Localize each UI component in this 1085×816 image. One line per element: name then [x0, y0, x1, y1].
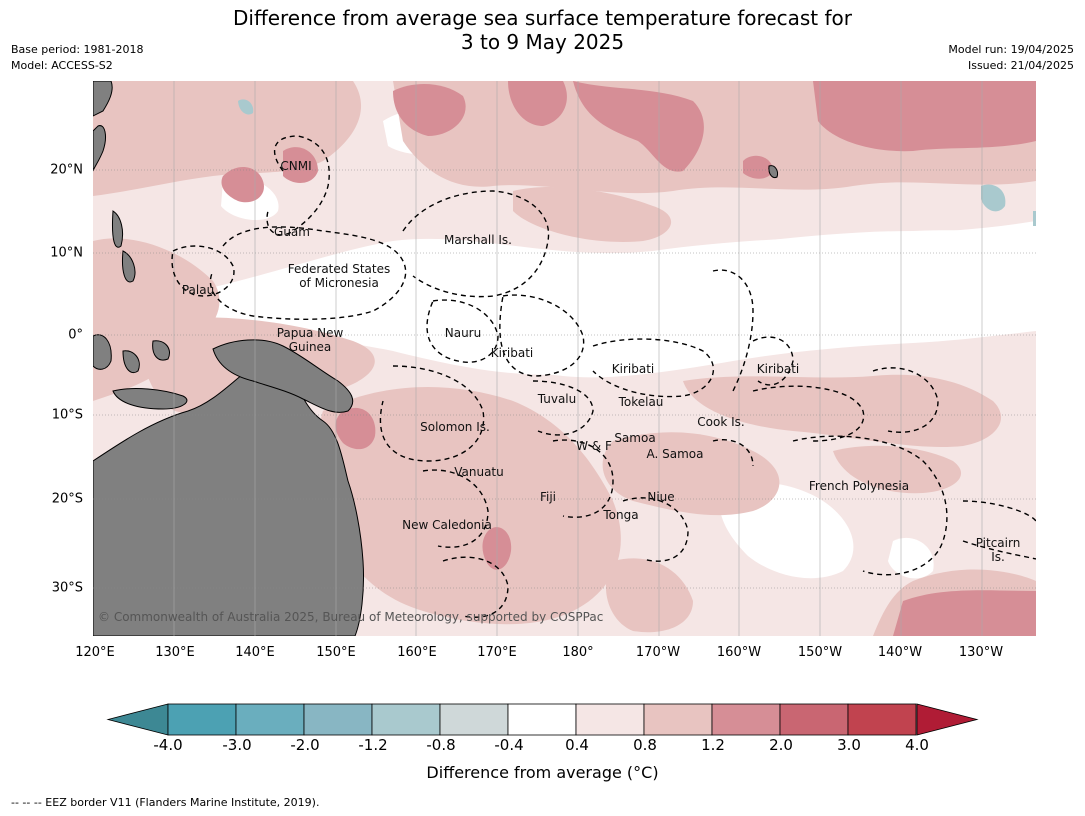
colorbar-extend-low: [106, 703, 169, 736]
colorbar-tick-label: -2.0: [290, 736, 320, 754]
colorbar-tick-label: 0.8: [633, 736, 657, 754]
lat-label: 20°N: [50, 162, 83, 178]
colorbar-tick-label: 4.0: [905, 736, 929, 754]
lon-label: 130°E: [155, 645, 195, 660]
lon-label: 150°E: [316, 645, 356, 660]
colorbar-tick-label: -0.8: [426, 736, 456, 754]
colorbar-segment: [371, 703, 441, 736]
philippines-landmass: [93, 81, 136, 283]
lon-label: 180°: [562, 645, 594, 660]
region-label-fsm-2: of Micronesia: [299, 276, 379, 290]
colorbar-tick-label: -4.0: [153, 736, 183, 754]
region-label-cook: Cook Is.: [697, 415, 744, 429]
meta-left: Base period: 1981-2018 Model: ACCESS-S2: [11, 42, 143, 74]
colorbar-segments: [167, 703, 917, 736]
region-label-fsm-1: Federated States: [288, 262, 390, 276]
region-label-vanuatu: Vanuatu: [454, 465, 504, 479]
issued-date: Issued: 21/04/2025: [967, 59, 1074, 72]
eez-borders: [171, 135, 1036, 618]
colorbar-segment: [507, 703, 577, 736]
lon-label: 150°W: [797, 645, 843, 660]
colorbar-segment: [779, 703, 849, 736]
region-label-tokelau: Tokelau: [618, 395, 664, 409]
anomaly-negative: [238, 99, 1036, 226]
region-label-png-2: Guinea: [289, 340, 332, 354]
region-label-fiji: Fiji: [540, 490, 556, 504]
colorbar-segment: [167, 703, 237, 736]
lat-label: 10°S: [51, 407, 83, 423]
colorbar-segment: [643, 703, 713, 736]
region-label-tuvalu: Tuvalu: [537, 392, 577, 406]
model-name: Model: ACCESS-S2: [11, 59, 113, 72]
base-period: Base period: 1981-2018: [11, 43, 144, 56]
region-label-solomon: Solomon Is.: [420, 420, 490, 434]
colorbar-tick-label: -3.0: [222, 736, 252, 754]
new-guinea-landmass: [212, 339, 354, 413]
region-label-tonga: Tonga: [602, 508, 638, 522]
region-label-asamoa: A. Samoa: [647, 447, 704, 461]
lon-label: 170°W: [635, 645, 681, 660]
title-line-2: 3 to 9 May 2025: [460, 30, 625, 54]
colorbar-tick-label: -0.4: [494, 736, 524, 754]
graticule: [93, 169, 1036, 589]
region-label-niue: Niue: [647, 490, 674, 504]
lon-label: 130°W: [958, 645, 1004, 660]
eez-footnote: -- -- -- EEZ border V11 (Flanders Marine…: [11, 796, 320, 809]
region-label-french-polynesia: French Polynesia: [809, 479, 909, 493]
model-run: Model run: 19/04/2025: [948, 43, 1074, 56]
region-label-nauru: Nauru: [445, 326, 481, 340]
indonesia-landmass: [93, 334, 188, 410]
region-label-new-caledonia: New Caledonia: [402, 518, 492, 532]
hawaii-landmass: [768, 165, 778, 178]
colorbar-title: Difference from average (°C): [426, 763, 659, 782]
map-title: Difference from average sea surface temp…: [0, 6, 1085, 54]
lon-label: 140°W: [877, 645, 923, 660]
region-label-palau: Palau: [182, 283, 214, 297]
region-label-cnmi: CNMI: [280, 159, 311, 173]
colorbar-segment: [303, 703, 373, 736]
region-label-wf: W & F: [576, 439, 612, 453]
colorbar-segment: [847, 703, 917, 736]
australia-landmass: [93, 356, 364, 636]
region-label-kiribati-east: Kiribati: [757, 362, 799, 376]
lon-label: 120°E: [75, 645, 115, 660]
colorbar-segment: [575, 703, 645, 736]
colorbar-segment: [711, 703, 781, 736]
lat-label: 30°S: [51, 580, 83, 596]
lat-label: 20°S: [51, 491, 83, 507]
colorbar-tick-label: 0.4: [565, 736, 589, 754]
region-label-kiribati-west: Kiribati: [491, 346, 533, 360]
region-label-png-1: Papua New: [277, 326, 344, 340]
lon-label: 140°E: [235, 645, 275, 660]
lat-label: 0°: [68, 327, 83, 343]
region-label-samoa: Samoa: [614, 431, 655, 445]
sst-anomaly-map: CNMI Guam Marshall Is. Federated States …: [93, 81, 1036, 636]
region-label-pitcairn-1: Pitcairn: [976, 536, 1021, 550]
region-label-pitcairn-2: Is.: [991, 550, 1005, 564]
lon-label: 170°E: [477, 645, 517, 660]
colorbar: [106, 703, 979, 736]
region-label-kiribati-central: Kiribati: [612, 362, 654, 376]
colorbar-tick-label: 1.2: [701, 736, 725, 754]
lat-label: 10°N: [50, 245, 83, 261]
colorbar-tick-label: 2.0: [769, 736, 793, 754]
title-line-1: Difference from average sea surface temp…: [232, 6, 852, 30]
meta-right: Model run: 19/04/2025 Issued: 21/04/2025: [948, 42, 1074, 74]
colorbar-segment: [235, 703, 305, 736]
copyright-notice: © Commonwealth of Australia 2025, Bureau…: [98, 610, 603, 624]
region-label-marshall: Marshall Is.: [444, 233, 512, 247]
meridians: [173, 81, 983, 636]
colorbar-tick-label: -1.2: [358, 736, 388, 754]
lon-label: 160°W: [716, 645, 762, 660]
lon-label: 160°E: [397, 645, 437, 660]
colorbar-segment: [439, 703, 509, 736]
colorbar-extend-high: [916, 703, 979, 736]
anomaly-1.2-2.0: [113, 81, 1036, 636]
colorbar-tick-label: 3.0: [837, 736, 861, 754]
region-label-guam: Guam: [274, 225, 310, 239]
